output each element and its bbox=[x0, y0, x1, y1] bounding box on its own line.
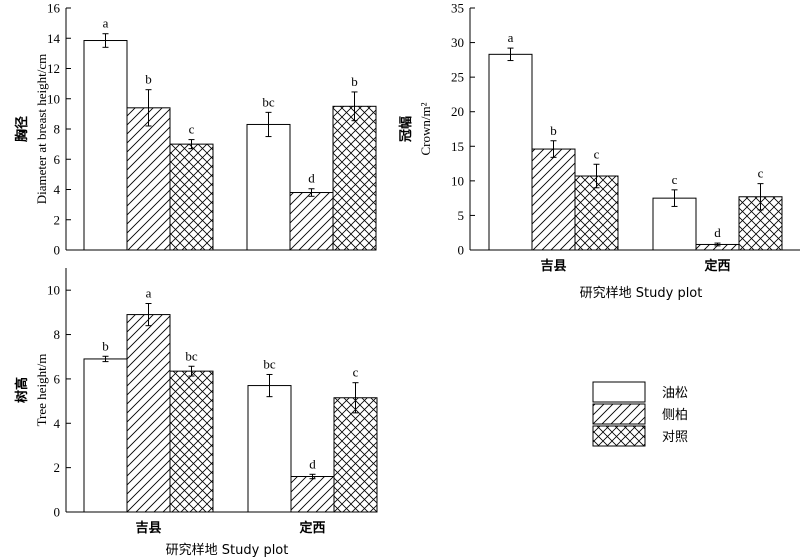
y-tick-label: 4 bbox=[54, 416, 61, 431]
significance-letter: c bbox=[758, 166, 764, 181]
y-tick-label: 2 bbox=[54, 460, 61, 475]
bar-cross bbox=[169, 370, 214, 513]
x-category-label: 定西 bbox=[703, 258, 730, 274]
y-axis-label-cn: 冠幅 bbox=[398, 116, 413, 142]
significance-letter: d bbox=[714, 225, 721, 240]
x-category-label: 吉县 bbox=[540, 259, 566, 274]
significance-letter: d bbox=[309, 456, 316, 471]
chart-diameter-at-breast-height: 0 2 4 6 8 10 12 14 16 胸径 Diameter at breast height… bbox=[14, 1, 377, 258]
y-tick-label: 6 bbox=[54, 152, 61, 167]
y-tick-label: 10 bbox=[451, 173, 464, 188]
significance-letter: b bbox=[351, 74, 358, 89]
bar-diag bbox=[126, 314, 171, 513]
significance-letter: a bbox=[146, 285, 152, 300]
x-category-label: 吉县 bbox=[135, 521, 161, 536]
bar-diag bbox=[289, 192, 334, 251]
y-tick-label: 8 bbox=[54, 327, 61, 342]
legend-swatch-cross bbox=[592, 425, 646, 447]
bar-plain bbox=[83, 40, 128, 251]
legend-label: 对照 bbox=[662, 430, 688, 445]
legend: 油松 侧柏 对照 bbox=[592, 381, 688, 447]
bar-plain bbox=[247, 385, 292, 513]
y-tick-label: 0 bbox=[458, 243, 465, 258]
bar-cross bbox=[333, 397, 378, 513]
legend-label: 侧柏 bbox=[662, 408, 688, 423]
bar-diag bbox=[290, 476, 335, 513]
y-tick-label: 15 bbox=[451, 139, 464, 154]
y-tick-label: 16 bbox=[47, 1, 61, 16]
y-tick-label: 0 bbox=[54, 243, 61, 258]
significance-letter: b bbox=[550, 123, 557, 138]
x-category-label: 定西 bbox=[298, 520, 325, 536]
y-tick-label: 6 bbox=[54, 371, 61, 386]
significance-letter: b bbox=[145, 72, 152, 87]
significance-letter: c bbox=[353, 365, 359, 380]
bar-cross bbox=[169, 143, 214, 251]
y-tick-label: 2 bbox=[54, 212, 61, 227]
y-axis-label-cn: 树高 bbox=[14, 377, 29, 403]
y-axis-label-en: Crown/m² bbox=[418, 102, 433, 155]
y-tick-label: 4 bbox=[54, 182, 61, 197]
significance-letter: b bbox=[102, 338, 109, 353]
y-tick-label: 20 bbox=[451, 104, 464, 119]
y-tick-label: 35 bbox=[451, 1, 464, 16]
legend-label: 油松 bbox=[662, 386, 688, 401]
significance-letter: c bbox=[594, 146, 600, 161]
y-tick-label: 25 bbox=[451, 70, 464, 85]
significance-letter: a bbox=[103, 16, 109, 31]
y-tick-label: 5 bbox=[458, 208, 465, 223]
bar-plain bbox=[83, 358, 128, 513]
significance-letter: bc bbox=[263, 356, 276, 371]
significance-letter: c bbox=[189, 122, 195, 137]
bar-diag bbox=[126, 107, 171, 251]
bar-diag bbox=[531, 148, 576, 251]
y-tick-label: 10 bbox=[47, 283, 60, 298]
significance-letter: bc bbox=[185, 348, 198, 363]
x-axis-label: 研究样地 Study plot bbox=[166, 543, 289, 558]
legend-swatch-diag bbox=[592, 403, 646, 425]
y-axis-label-cn: 胸径 bbox=[14, 116, 29, 142]
bar-cross bbox=[332, 105, 377, 251]
significance-letter: bc bbox=[262, 94, 275, 109]
bar-plain bbox=[488, 53, 533, 251]
y-tick-label: 30 bbox=[451, 35, 464, 50]
x-axis-label: 研究样地 Study plot bbox=[580, 286, 703, 301]
significance-letter: d bbox=[308, 171, 315, 186]
y-tick-label: 0 bbox=[54, 505, 61, 520]
y-axis-label-en: Tree height/m bbox=[34, 354, 49, 427]
y-axis-label-en: Diameter at breast height/cm bbox=[34, 54, 49, 205]
significance-letter: c bbox=[672, 172, 678, 187]
y-tick-label: 12 bbox=[47, 61, 60, 76]
bar-plain bbox=[246, 123, 291, 251]
y-tick-label: 10 bbox=[47, 91, 60, 106]
significance-letter: a bbox=[508, 30, 514, 45]
legend-swatch-plain bbox=[592, 381, 646, 403]
y-tick-label: 8 bbox=[54, 122, 61, 137]
y-tick-label: 14 bbox=[47, 31, 61, 46]
